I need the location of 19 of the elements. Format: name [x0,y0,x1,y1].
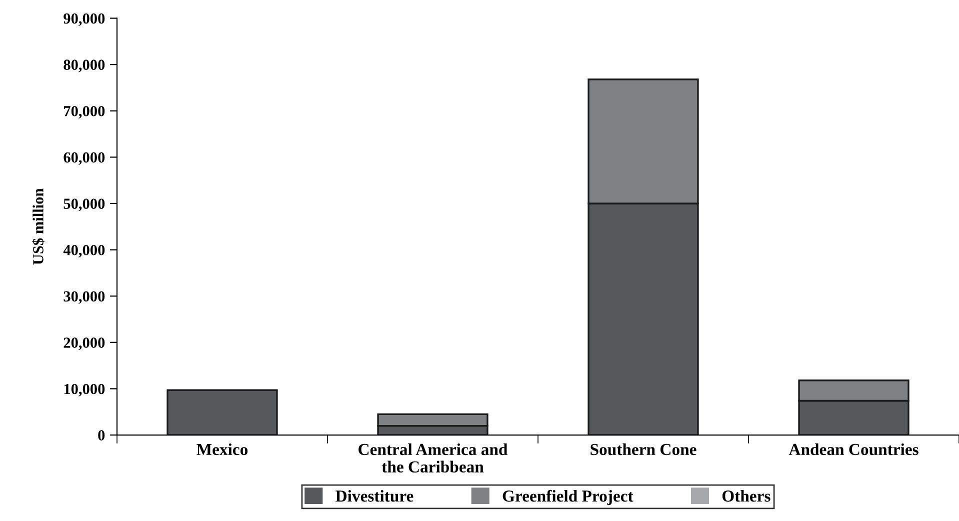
y-tick-label: 60,000 [64,152,105,165]
y-tick-label: 20,000 [64,338,105,350]
legend-label: Greenfield Project [502,490,634,506]
bar [166,389,278,436]
y-tick-label: 50,000 [64,198,105,212]
y-tick-label: 10,000 [64,384,105,396]
x-tick-label: Mexico [196,443,248,456]
x-tick-label: Andean Countries [788,443,918,456]
legend-label: Divestiture [336,490,414,502]
y-tick-label: 70,000 [64,106,105,119]
y-tick-label: 90,000 [64,13,105,26]
y-tick-label: 40,000 [63,244,105,258]
x-tick-label: Central America and the Caribbean [358,443,508,473]
y-tick-label: 30,000 [64,291,105,304]
y-axis-title: US$ million [32,188,44,265]
x-tick-label: Southern Cone [590,443,696,456]
y-tick-label: 0 [98,430,105,440]
legend-label: Others [722,490,770,502]
y-tick-label: 80,000 [64,60,105,72]
